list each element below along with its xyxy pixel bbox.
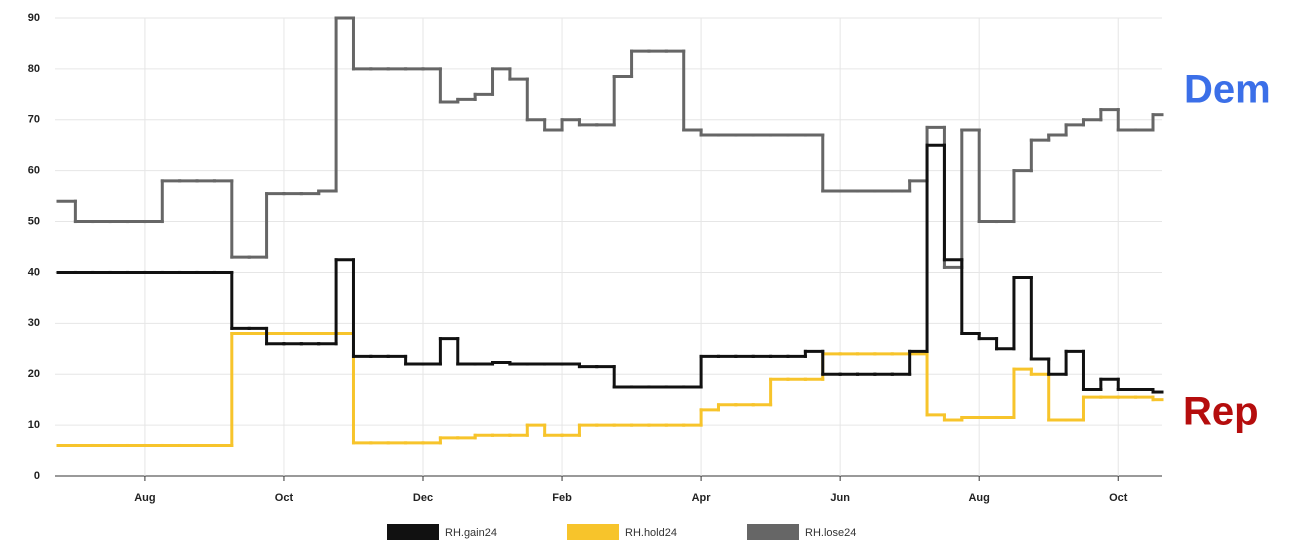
legend-label: RH.hold24: [625, 527, 677, 539]
y-tick-label: 10: [28, 419, 40, 431]
series-line: [56, 143, 1164, 394]
x-tick-label: Apr: [692, 492, 712, 504]
y-tick-label: 50: [28, 215, 40, 227]
legend-swatch: [567, 524, 619, 540]
series-line: [56, 16, 1164, 269]
x-tick-label: Feb: [552, 492, 572, 504]
legend-swatch: [387, 524, 439, 540]
y-tick-label: 90: [28, 12, 40, 24]
legend-label: RH.gain24: [445, 527, 497, 539]
legend-label: RH.lose24: [805, 527, 856, 539]
y-tick-label: 80: [28, 63, 40, 75]
x-tick-label: Aug: [134, 492, 155, 504]
y-tick-label: 30: [28, 317, 40, 329]
annotation: Dem: [1184, 68, 1271, 112]
x-tick-label: Oct: [1109, 492, 1128, 504]
y-tick-label: 70: [28, 114, 40, 126]
y-tick-label: 0: [34, 470, 40, 482]
legend-swatch: [747, 524, 799, 540]
x-tick-label: Dec: [413, 492, 433, 504]
x-tick-label: Oct: [275, 492, 294, 504]
x-tick-label: Jun: [830, 492, 850, 504]
x-tick-label: Aug: [968, 492, 989, 504]
y-tick-label: 20: [28, 368, 40, 380]
y-tick-label: 40: [28, 266, 40, 278]
series-line: [56, 332, 1164, 447]
y-tick-label: 60: [28, 165, 40, 177]
annotation: Rep: [1183, 390, 1259, 434]
